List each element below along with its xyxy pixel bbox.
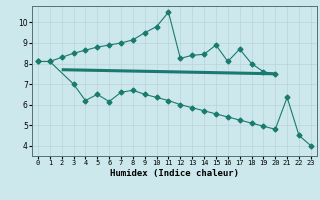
X-axis label: Humidex (Indice chaleur): Humidex (Indice chaleur) [110, 169, 239, 178]
